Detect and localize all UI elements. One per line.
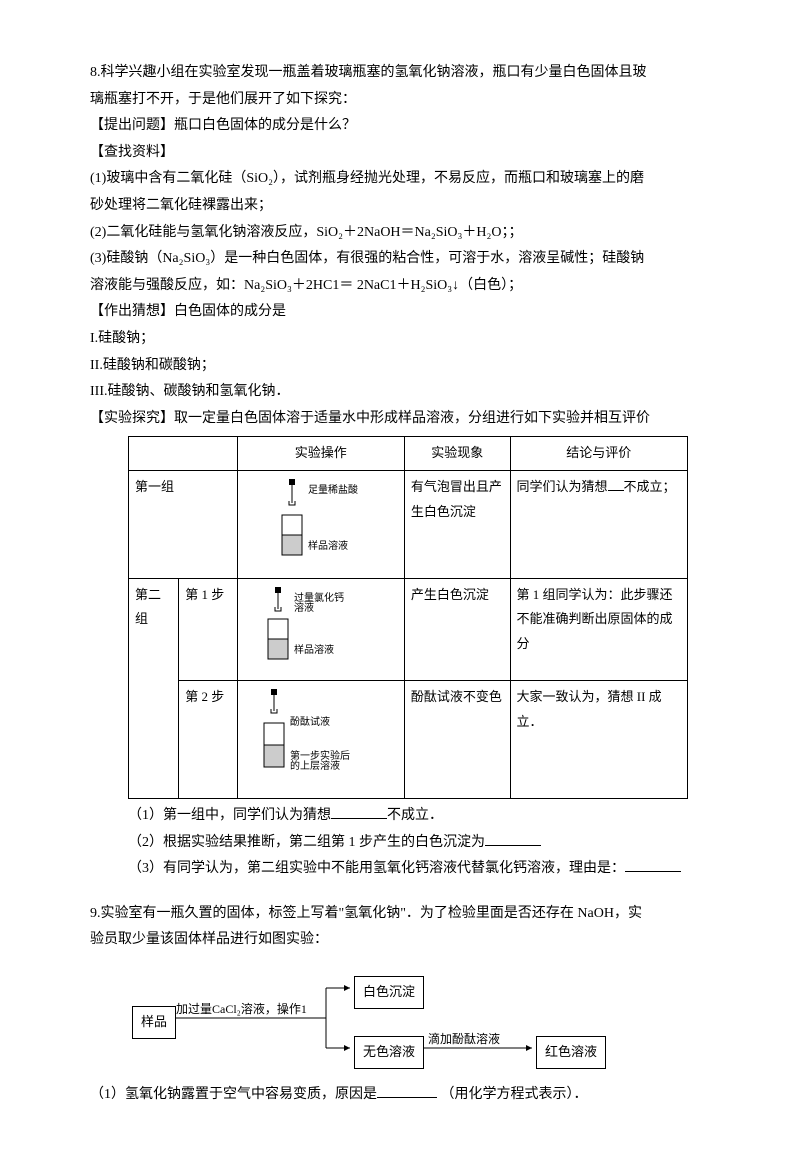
cell-ph2: 产生白色沉淀 (404, 578, 510, 681)
blank-q8-3[interactable] (625, 871, 681, 872)
cell-op2: 过量氯化钙溶液 样品溶液 (237, 578, 404, 681)
q8-line-intro2: 璃瓶塞打不开，于是他们展开了如下探究： (90, 87, 713, 114)
label-upper-liquid: 第一步实验后的上层溶液 (290, 749, 350, 772)
flow-box-sample: 样品 (132, 1006, 176, 1039)
q8-raise-question: 【提出问题】瓶口白色固体的成分是什么？ (90, 113, 713, 140)
cell-cc3: 大家一致认为，猜想 II 成立． (510, 681, 687, 799)
flow-label-phenolphthalein: 滴加酚酞溶液 (428, 1028, 500, 1051)
label-phenolphthalein: 酚酞试液 (290, 715, 330, 728)
cell-op3: 酚酞试液 第一步实验后的上层溶液 (237, 681, 404, 799)
q9-line-intro2: 验员取少量该固体样品进行如图实验： (90, 927, 713, 954)
q8-guess-2: II.硅酸钠和碳酸钠； (90, 353, 713, 380)
question-8: 8.科学兴趣小组在实验室发现一瓶盖着玻璃瓶塞的氢氧化钠溶液，瓶口有少量白色固体且… (90, 60, 713, 883)
th-conclusion: 结论与评价 (510, 437, 687, 471)
q8-sub3-a: （3）有同学认为，第二组实验中不能用氢氧化钙溶液代替氯化钙溶液，理由是： (128, 861, 625, 876)
diagram-dropper-1: 足量稀盐酸 样品溶液 (244, 475, 394, 565)
cell-step1: 第 1 步 (179, 578, 237, 681)
label-cacl2: 过量氯化钙溶液 (294, 591, 344, 614)
q8-sub1-a: （1）第一组中，同学们认为猜想 (128, 808, 331, 823)
q8-sub2: （2）根据实验结果推断，第二组第 1 步产生的白色沉淀为 (90, 830, 713, 857)
cell-ph3: 酚酞试液不变色 (404, 681, 510, 799)
q9-sub1: （1）氢氧化钠露置于空气中容易变质，原因是 （用化学方程式表示）． (90, 1082, 713, 1109)
q8-guess-heading: 【作出猜想】白色固体的成分是 (90, 299, 713, 326)
q8-search-3b: 溶液能与强酸反应，如：Na₂SiO₃＋2HC1＝ 2NaC1＋H₂SiO₃↓（白… (90, 273, 713, 300)
label-sample2: 样品溶液 (294, 643, 334, 656)
th-operation: 实验操作 (237, 437, 404, 471)
table-row-group2-step1: 第二组 第 1 步 过量氯化钙溶液 样品溶液 产生白色沉淀 第 1 组同学认为：… (129, 578, 688, 681)
q8-investigation: 【实验探究】取一定量白色固体溶于适量水中形成样品溶液，分组进行如下实验并相互评价 (90, 406, 713, 433)
label-hcl: 足量稀盐酸 (308, 483, 358, 496)
experiment-table: 实验操作 实验现象 结论与评价 第一组 足量稀盐酸 样品溶液 有气泡冒出且产生白… (128, 436, 688, 799)
table-row-group2-step2: 第 2 步 酚酞试液 第一步实验后的上层溶液 酚酞试液不变色 大家一致认为，猜想… (129, 681, 688, 799)
cell-cc1: 同学们认为猜想 不成立； (510, 471, 687, 579)
q9-intro1-text: 实验室有一瓶久置的固体，标签上写着"氢氧化钠"．为了检验里面是否还存在 NaOH… (101, 906, 642, 921)
table-row-group1: 第一组 足量稀盐酸 样品溶液 有气泡冒出且产生白色沉淀 同学们认为猜想 不成立； (129, 471, 688, 579)
cell-cc2: 第 1 组同学认为：此步骤还不能准确判断出原固体的成分 (510, 578, 687, 681)
q8-sub1: （1）第一组中，同学们认为猜想 不成立． (90, 803, 713, 830)
blank-q9-1[interactable] (377, 1097, 437, 1098)
q8-search-3a: (3)硅酸钠（Na₂SiO₃）是一种白色固体，有很强的粘合性，可溶于水，溶液呈碱… (90, 246, 713, 273)
q8-search-2: (2)二氧化硅能与氢氧化钠溶液反应，SiO₂＋2NaOH＝Na₂SiO₃＋H₂O… (90, 220, 713, 247)
flowchart: 样品 加过量CaCl₂溶液，操作1 白色沉淀 无色溶液 滴加酚酞溶液 红色溶液 (126, 968, 626, 1068)
cell-group1: 第一组 (129, 471, 238, 579)
th-blank (129, 437, 238, 471)
q8-sub3: （3）有同学认为，第二组实验中不能用氢氧化钙溶液代替氯化钙溶液，理由是： (90, 856, 713, 883)
q9-line-intro1: 9.实验室有一瓶久置的固体，标签上写着"氢氧化钠"．为了检验里面是否还存在 Na… (90, 901, 713, 928)
cc1-text-b: 不成立； (624, 479, 676, 494)
diagram-dropper-3: 酚酞试液 第一步实验后的上层溶液 (244, 685, 394, 785)
table-header-row: 实验操作 实验现象 结论与评价 (129, 437, 688, 471)
cell-op1: 足量稀盐酸 样品溶液 (237, 471, 404, 579)
q8-intro1-text: 科学兴趣小组在实验室发现一瓶盖着玻璃瓶塞的氢氧化钠溶液，瓶口有少量白色固体且玻 (101, 65, 647, 80)
flow-box-red: 红色溶液 (536, 1036, 606, 1069)
q9-sub1-a: （1）氢氧化钠露置于空气中容易变质，原因是 (90, 1087, 377, 1102)
q8-guess-3: III.硅酸钠、碳酸钠和氢氧化钠． (90, 379, 713, 406)
blank-q8-1[interactable] (331, 818, 387, 819)
flow-label-cacl2: 加过量CaCl₂溶液，操作1 (176, 998, 307, 1021)
cell-group2: 第二组 (129, 578, 179, 798)
q8-search-1a: (1)玻璃中含有二氧化硅（SiO₂），试剂瓶身经抛光处理，不易反应，而瓶口和玻璃… (90, 166, 713, 193)
flow-box-colorless: 无色溶液 (354, 1036, 424, 1069)
cc1-text-a: 同学们认为猜想 (517, 479, 608, 494)
q8-number: 8. (90, 65, 101, 80)
blank-q8-2[interactable] (485, 845, 541, 846)
diagram-dropper-2: 过量氯化钙溶液 样品溶液 (244, 583, 394, 668)
q9-sub1-b: （用化学方程式表示）． (441, 1087, 588, 1102)
question-9: 9.实验室有一瓶久置的固体，标签上写着"氢氧化钠"．为了检验里面是否还存在 Na… (90, 901, 713, 1109)
cell-step2: 第 2 步 (179, 681, 237, 799)
q8-line-intro1: 8.科学兴趣小组在实验室发现一瓶盖着玻璃瓶塞的氢氧化钠溶液，瓶口有少量白色固体且… (90, 60, 713, 87)
q8-sub1-b: 不成立． (387, 808, 443, 823)
blank-guess-table[interactable] (608, 490, 624, 491)
q8-sub2-a: （2）根据实验结果推断，第二组第 1 步产生的白色沉淀为 (128, 835, 485, 850)
cell-ph1: 有气泡冒出且产生白色沉淀 (404, 471, 510, 579)
q9-number: 9. (90, 906, 101, 921)
q8-guess-1: I.硅酸钠； (90, 326, 713, 353)
th-phenomenon: 实验现象 (404, 437, 510, 471)
q8-search-1b: 砂处理将二氧化硅裸露出来； (90, 193, 713, 220)
flow-box-precipitate: 白色沉淀 (354, 976, 424, 1009)
label-sample1: 样品溶液 (308, 539, 348, 552)
q8-search-heading: 【查找资料】 (90, 140, 713, 167)
